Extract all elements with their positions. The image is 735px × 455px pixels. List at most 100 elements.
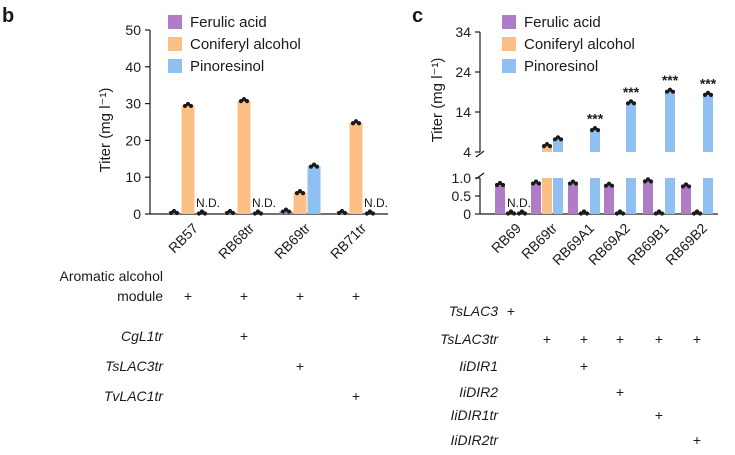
nd-label: N.D. — [252, 196, 276, 210]
bar — [307, 166, 321, 214]
bar-upper-segment — [590, 129, 600, 152]
replicate-dot — [702, 92, 708, 97]
zero-dot — [516, 211, 522, 216]
panel-c-bars: N.D. *** *** *** *** — [494, 72, 717, 216]
panel-b-categories: RB57 RB68tr RB69tr RB71tr — [165, 220, 369, 262]
replicate-dot — [609, 183, 615, 188]
bar — [643, 180, 653, 214]
table-row-label: CgL1tr — [121, 328, 164, 344]
table-mark: + — [543, 331, 551, 347]
panel-label-b: b — [2, 5, 14, 27]
replicate-dot — [589, 128, 595, 133]
replicate-dot — [642, 179, 648, 184]
table-mark: + — [655, 331, 663, 347]
bar — [349, 122, 363, 214]
zero-dot — [691, 211, 697, 216]
table-row-label: IiDIR1 — [459, 358, 498, 374]
replicate-dot — [294, 191, 300, 196]
legend-swatch — [168, 37, 182, 51]
zero-dot — [584, 211, 590, 216]
zero-dot — [505, 211, 511, 216]
replicate-dot — [670, 89, 676, 94]
replicate-dot — [244, 99, 250, 104]
panel-b-bars: N.D. N.D. N.D. — [167, 97, 388, 216]
replicate-dot — [558, 137, 564, 142]
y-tick-label: 40 — [125, 59, 141, 75]
replicate-dot — [494, 182, 500, 188]
replicate-dot — [680, 184, 686, 189]
axis-break-mark — [475, 150, 485, 158]
table-row-label: Aromatic alcohol — [60, 268, 164, 284]
replicate-dot — [283, 207, 289, 212]
replicate-dot — [533, 179, 539, 184]
not-detected-dot — [364, 211, 370, 216]
replicate-dot — [645, 177, 651, 182]
not-detected-dot — [370, 211, 376, 216]
replicate-dot — [547, 144, 553, 149]
bar-lower-segment — [553, 178, 563, 214]
replicate-dot — [603, 183, 609, 188]
table-mark: + — [693, 331, 701, 347]
replicate-dot — [631, 101, 637, 106]
not-detected-dot — [258, 211, 264, 216]
replicate-dot — [342, 210, 348, 216]
category-label: RB69B2 — [662, 220, 710, 268]
nd-label: N.D. — [196, 196, 220, 210]
zero-dot — [617, 209, 623, 214]
table-row-label: IiDIR2tr — [451, 432, 500, 448]
replicate-dot — [625, 101, 631, 106]
bar — [568, 183, 578, 214]
not-detected-dot — [255, 209, 261, 214]
panel-b-axes: 0 10 20 30 40 50 — [125, 22, 388, 222]
table-row-label: TsLAC3tr — [440, 331, 499, 347]
replicate-dot — [311, 162, 317, 167]
legend-label: Coniferyl alcohol — [524, 36, 635, 53]
y-tick-label: 0 — [133, 206, 141, 222]
bar-lower-segment — [590, 178, 600, 214]
not-detected-dot — [367, 209, 373, 214]
zero-dot — [511, 211, 517, 216]
y-tick-label: 10 — [125, 169, 141, 185]
replicate-dot — [570, 179, 576, 184]
bar — [237, 100, 251, 214]
y-tick-label: 30 — [125, 96, 141, 112]
replicate-dot — [530, 181, 536, 186]
bar — [223, 212, 237, 214]
legend-swatch — [502, 59, 516, 73]
nd-label: N.D. — [364, 196, 388, 210]
bar — [681, 185, 691, 214]
bar-upper-segment — [626, 102, 636, 152]
replicate-dot — [573, 181, 579, 186]
table-mark: + — [240, 288, 248, 304]
bar-upper-segment — [542, 145, 552, 152]
zero-dot — [620, 211, 626, 216]
panel-c-ylabel: Titer (mg l⁻¹) — [429, 58, 446, 143]
zero-dot — [578, 211, 584, 216]
table-mark: + — [352, 388, 360, 404]
legend-label: Ferulic acid — [190, 14, 267, 31]
zero-dot — [659, 211, 665, 216]
replicate-dot — [664, 89, 670, 94]
replicate-dot — [667, 87, 673, 92]
table-row-label: module — [117, 288, 163, 304]
y-tick-label: 24 — [455, 64, 471, 80]
bar — [167, 212, 181, 214]
bar — [279, 211, 293, 214]
replicate-dot — [708, 92, 714, 97]
bar — [293, 192, 307, 214]
legend-swatch — [168, 15, 182, 29]
table-row-label: TsLAC3tr — [105, 358, 164, 374]
y-tick-label: 14 — [455, 104, 471, 120]
table-row-label: TsLAC3 — [449, 303, 499, 319]
y-tick-label: 1.0 — [452, 170, 472, 186]
replicate-dot — [286, 209, 292, 214]
not-detected-dot — [199, 209, 205, 214]
replicate-dot — [308, 164, 314, 169]
replicate-dot — [174, 210, 180, 216]
replicate-dot — [628, 99, 634, 104]
replicate-dot — [705, 90, 711, 95]
significance-mark: *** — [662, 72, 679, 88]
zero-dot — [694, 209, 700, 214]
replicate-dot — [171, 208, 177, 214]
table-mark: + — [296, 358, 304, 374]
